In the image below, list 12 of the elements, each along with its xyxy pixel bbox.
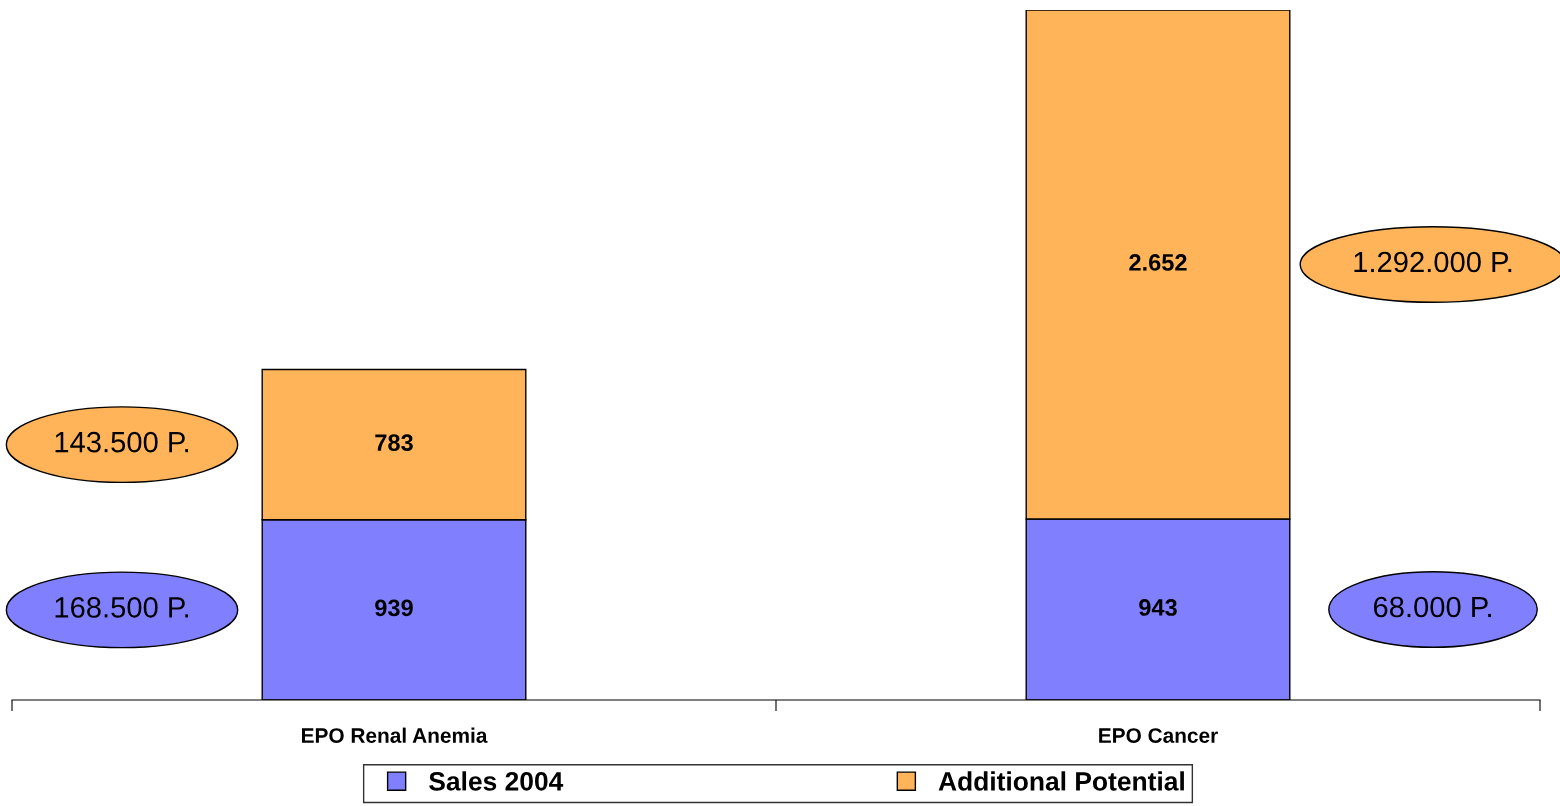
legend-label: Sales 2004 [429, 771, 564, 791]
annotation: 68.000 P. [1373, 596, 1491, 618]
data-label: 943 [1139, 599, 1177, 616]
annotation: 1.292.000 P. [1354, 251, 1512, 273]
data-label: 939 [375, 599, 413, 617]
data-label: 783 [375, 434, 413, 451]
annotation: 143.500 P. [55, 431, 189, 453]
annotation: 168.500 P. [55, 597, 189, 618]
data-label: 2.652 [1129, 254, 1187, 271]
x-tick-label: EPO Cancer [1099, 728, 1218, 743]
x-tick-label: EPO Renal Anemia [302, 727, 488, 743]
legend-label: Additional Potential [938, 771, 1184, 791]
